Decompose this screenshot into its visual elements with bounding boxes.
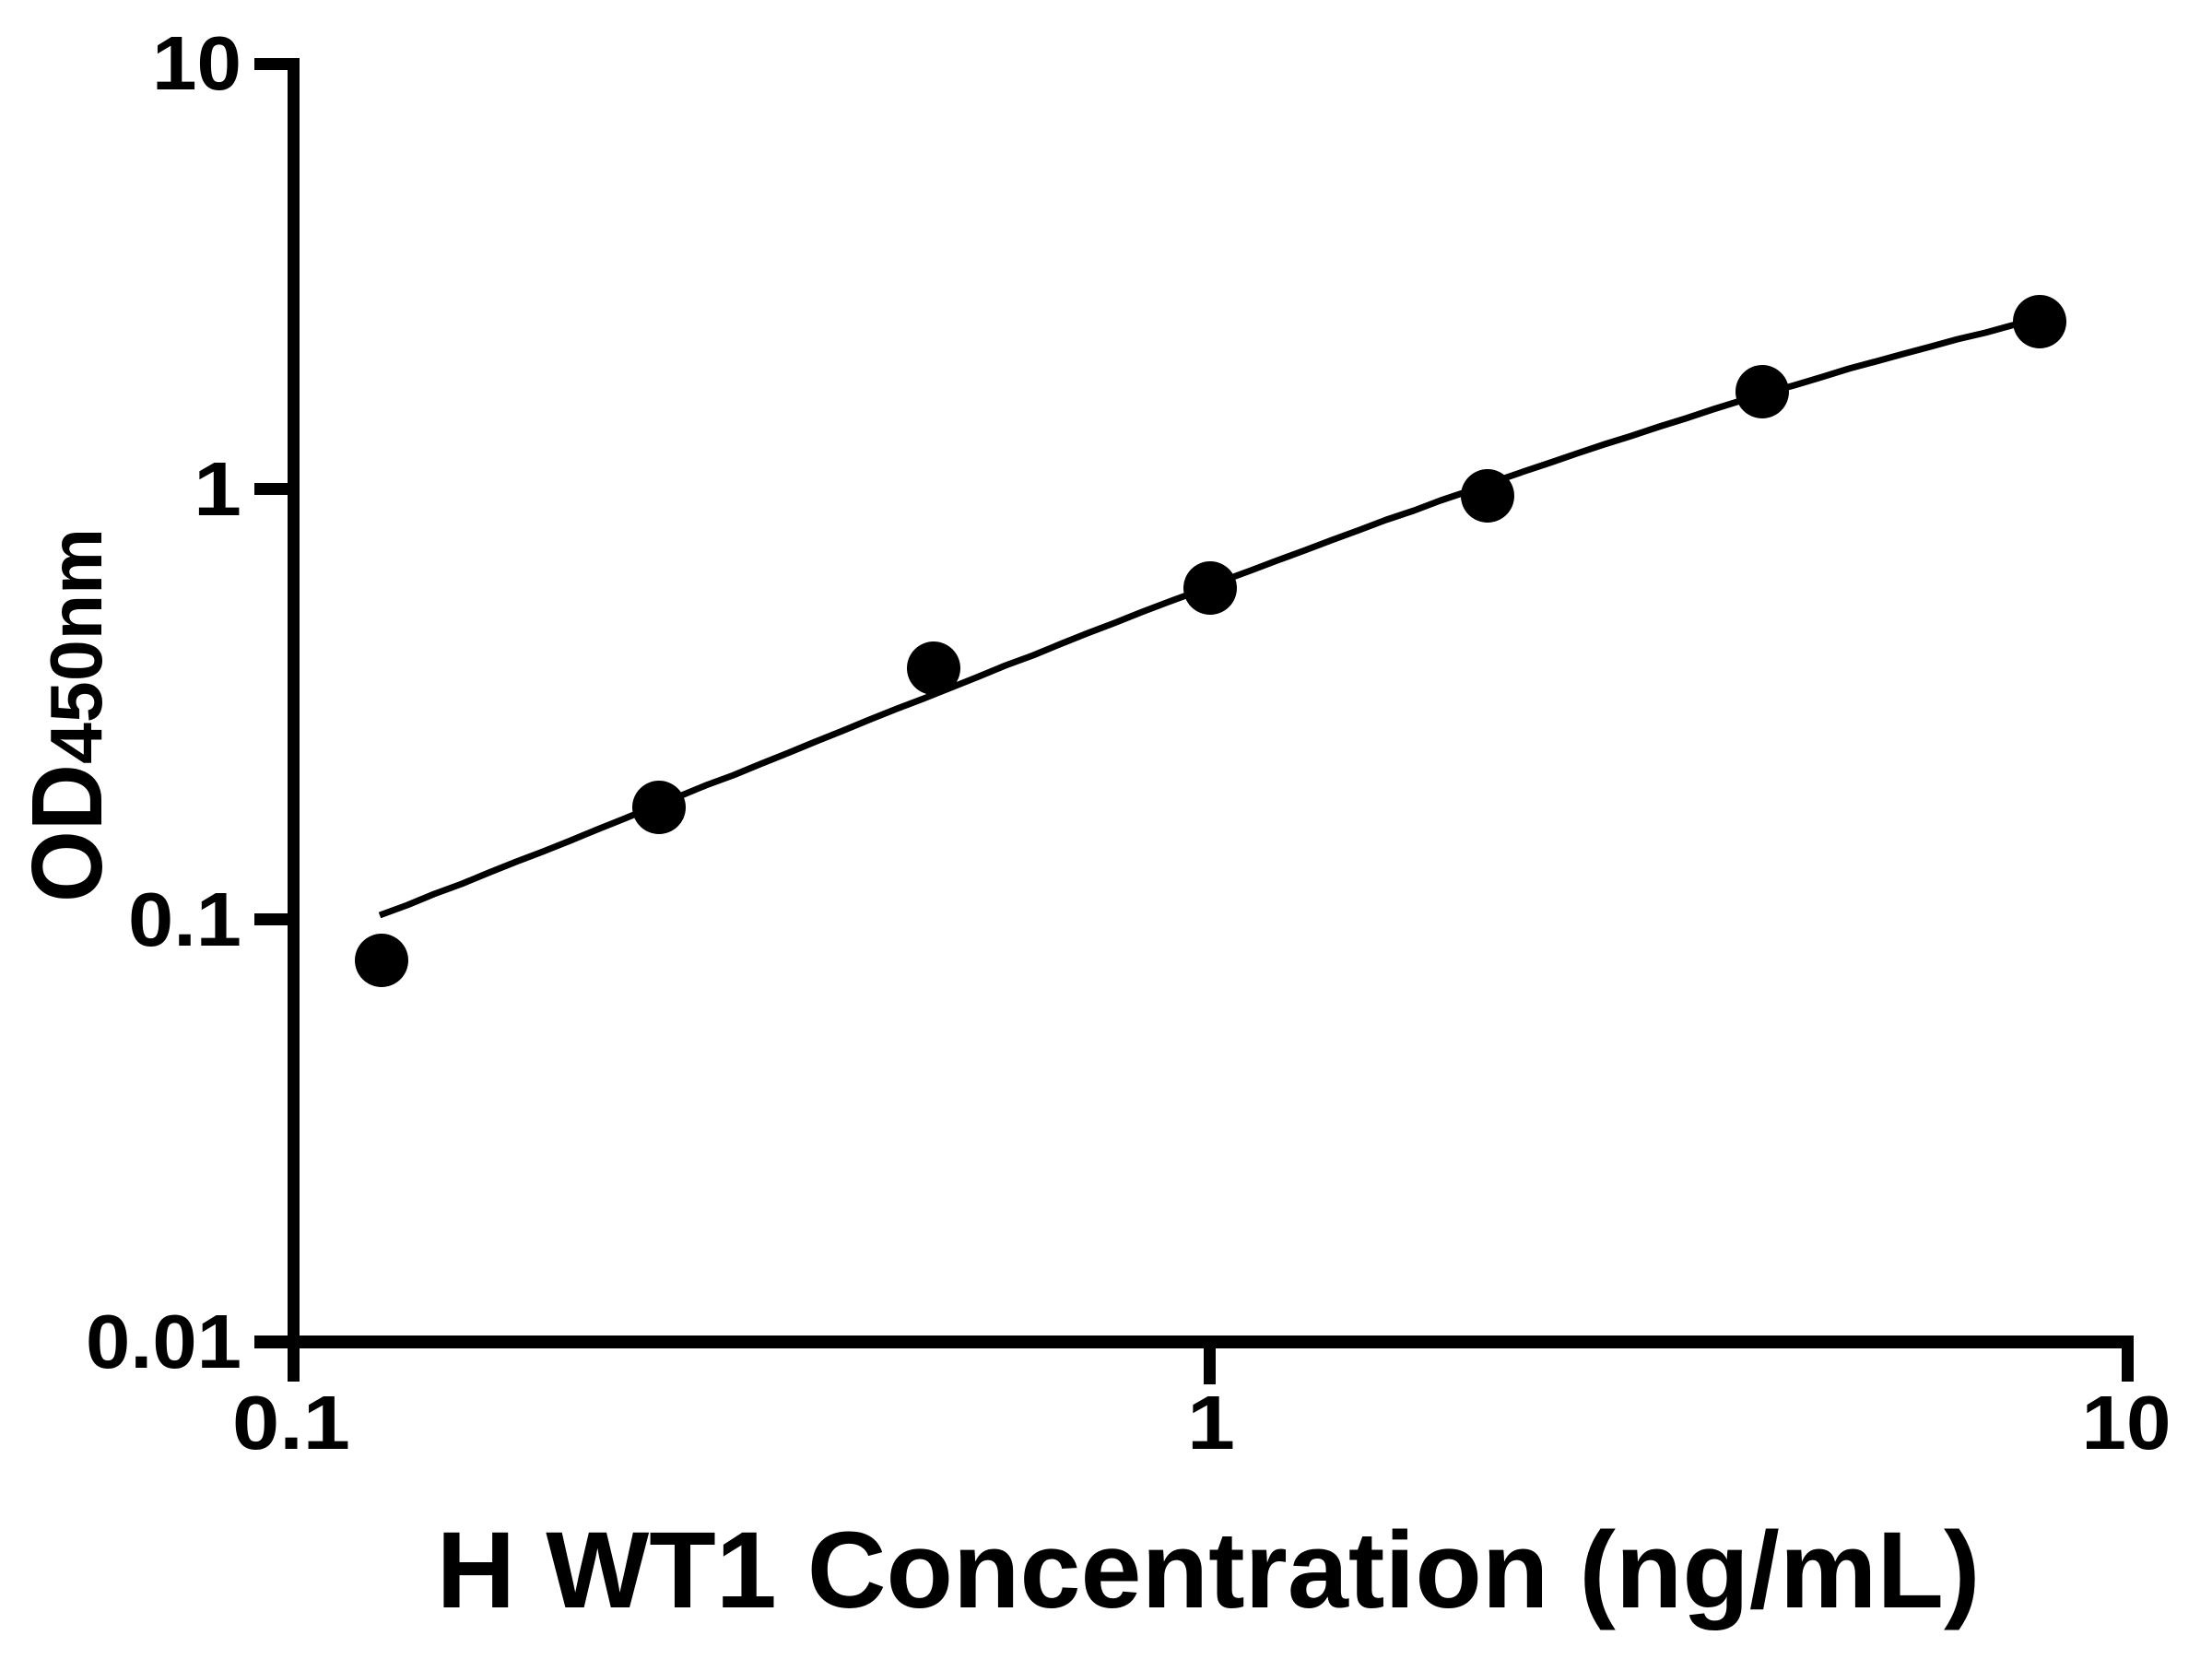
svg-text:OD: OD (11, 764, 124, 902)
svg-text:H WT1 Concentration (ng/mL): H WT1 Concentration (ng/mL) (437, 1510, 1981, 1631)
svg-text:0.01: 0.01 (86, 1299, 241, 1384)
svg-text:10: 10 (152, 20, 241, 106)
svg-text:450nm: 450nm (35, 528, 117, 764)
svg-text:0.1: 0.1 (128, 877, 241, 962)
svg-text:1: 1 (194, 446, 241, 532)
svg-text:0.1: 0.1 (232, 1380, 350, 1465)
svg-text:1: 1 (1187, 1380, 1235, 1465)
svg-text:10: 10 (2082, 1380, 2171, 1465)
